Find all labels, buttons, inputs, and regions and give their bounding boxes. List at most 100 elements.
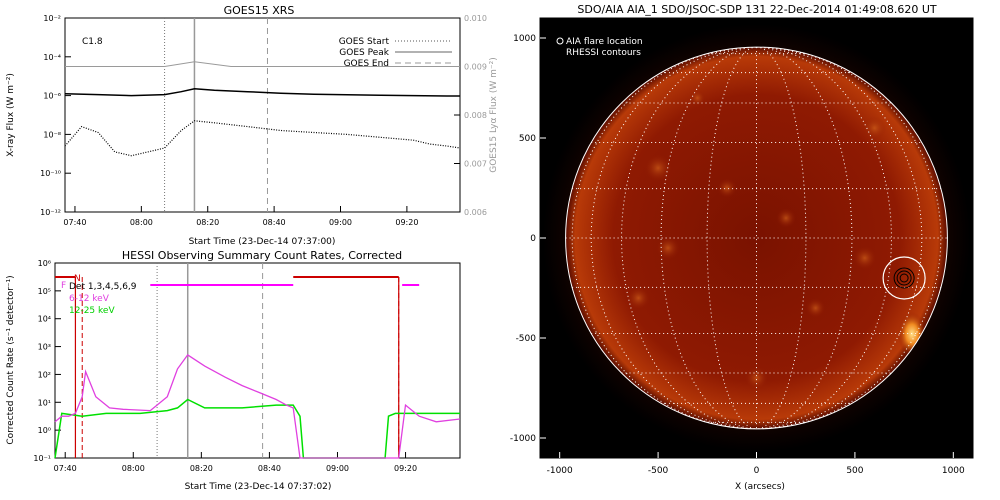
aia-x-tick: 1000 bbox=[942, 466, 965, 476]
hessi-ticks bbox=[55, 262, 407, 459]
goes-x-tick: 07:40 bbox=[63, 218, 86, 227]
goes-y2-tick: 0.007 bbox=[464, 160, 487, 169]
hessi-title: HESSI Observing Summary Count Rates, Cor… bbox=[122, 249, 402, 262]
goes-event-markers bbox=[164, 18, 268, 212]
goes-y2-tick-labels: 0.006 0.007 0.008 0.009 0.010 bbox=[464, 14, 487, 217]
hessi-x-tick-labels: 07:40 08:00 08:20 08:40 09:00 09:20 bbox=[54, 464, 417, 473]
hessi-y-tick: 10⁻¹ bbox=[33, 454, 51, 463]
hessi-x-tick: 08:40 bbox=[258, 464, 281, 473]
legend-hessi-detectors: Det 1,3,4,5,6,9 bbox=[69, 282, 137, 292]
legend-hessi-low: 6-12 keV bbox=[69, 294, 110, 304]
aia-title: SDO/AIA AIA_1 SDO/JSOC-SDP 131 22-Dec-20… bbox=[577, 3, 936, 16]
hessi-x-tick: 09:20 bbox=[394, 464, 417, 473]
legend-hessi-high: 12-25 keV bbox=[69, 306, 115, 316]
aia-x-axis-label: X (arcsecs) bbox=[735, 482, 785, 492]
goes-y-tick-labels: 10⁻¹² 10⁻¹⁰ 10⁻⁸ 10⁻⁶ 10⁻⁴ 10⁻² bbox=[40, 14, 61, 217]
goes-ticks bbox=[65, 17, 460, 213]
goes-y-tick: 10⁻⁴ bbox=[43, 53, 61, 62]
hessi-x-tick: 09:00 bbox=[326, 464, 349, 473]
aia-x-tick-labels: -1000 -500 0 500 1000 bbox=[547, 466, 965, 476]
hessi-plot-frame bbox=[54, 262, 461, 459]
aia-y-tick: -1000 bbox=[510, 434, 536, 444]
goes-x-tick: 09:00 bbox=[329, 218, 352, 227]
aia-y-tick: 1000 bbox=[513, 34, 536, 44]
aia-x-tick: -1000 bbox=[547, 466, 573, 476]
hessi-y-tick: 10⁰ bbox=[38, 426, 51, 435]
active-region bbox=[644, 154, 672, 182]
hessi-x-tick: 07:40 bbox=[54, 464, 77, 473]
legend-goes-end: GOES End bbox=[344, 59, 389, 69]
legend-flare-location: AIA flare location bbox=[566, 37, 643, 47]
hessi-panel: HESSI Observing Summary Count Rates, Cor… bbox=[6, 249, 461, 492]
legend-rhessi-contours: RHESSI contours bbox=[566, 48, 641, 58]
goes-y-tick: 10⁻² bbox=[43, 14, 61, 23]
rhessi-contour bbox=[896, 270, 912, 286]
aia-y-tick: 500 bbox=[519, 134, 536, 144]
goes-x-tick-labels: 07:40 08:00 08:20 08:40 09:00 09:20 bbox=[63, 218, 418, 227]
active-region bbox=[852, 246, 877, 270]
goes-y2-tick: 0.009 bbox=[464, 63, 487, 72]
active-region bbox=[626, 286, 651, 310]
goes-x-tick: 09:20 bbox=[395, 218, 418, 227]
aia-x-tick: 500 bbox=[846, 466, 863, 476]
hessi-y-tick: 10⁶ bbox=[38, 259, 51, 268]
active-region bbox=[717, 178, 737, 198]
aia-y-tick-labels: -1000 -500 0 500 1000 bbox=[510, 34, 536, 444]
hessi-flag-flare-label: F bbox=[61, 281, 66, 291]
goes-y-tick: 10⁻¹² bbox=[40, 208, 61, 217]
series-goes-long bbox=[64, 88, 460, 97]
goes-panel: GOES15 XRS 10⁻¹² 10⁻¹⁰ 10⁻⁸ 10⁻⁶ 10⁻⁴ 10⁻² 0.… bbox=[6, 4, 499, 247]
aia-y-tick: 0 bbox=[530, 234, 536, 244]
goes-x-tick: 08:20 bbox=[196, 218, 219, 227]
hessi-flag-bars bbox=[55, 276, 420, 458]
active-region bbox=[862, 116, 887, 140]
hessi-series bbox=[54, 354, 461, 459]
legend-flare-location-marker bbox=[556, 37, 564, 45]
flare-markers bbox=[882, 256, 926, 300]
grid-longitude bbox=[756, 47, 923, 429]
hessi-y-tick: 10¹ bbox=[38, 398, 51, 407]
goes-x-axis-label: Start Time (23-Dec-14 07:37:00) bbox=[189, 237, 336, 247]
active-region bbox=[776, 208, 796, 228]
goes-x-tick: 08:00 bbox=[130, 218, 153, 227]
hessi-y-tick: 10³ bbox=[38, 343, 51, 352]
hessi-y-tick: 10⁵ bbox=[38, 287, 51, 296]
goes-y-axis-label: X-ray Flux (W m⁻²) bbox=[6, 73, 16, 157]
active-regions bbox=[626, 90, 926, 390]
rhessi-contour bbox=[899, 273, 909, 283]
hessi-y-tick: 10² bbox=[38, 370, 51, 379]
goes-y2-axis-label: GOES15 Lyα Flux (W m⁻²) bbox=[489, 57, 499, 173]
hessi-y-tick-labels: 10⁻¹ 10⁰ 10¹ 10² 10³ 10⁴ 10⁵ 10⁶ bbox=[33, 259, 51, 463]
legend-goes-peak: GOES Peak bbox=[339, 48, 389, 58]
goes-series bbox=[64, 61, 461, 157]
legend-goes-start: GOES Start bbox=[339, 37, 390, 47]
goes-class-label: C1.8 bbox=[82, 37, 103, 47]
series-goes-lya bbox=[65, 61, 460, 67]
flare-location-circle bbox=[882, 256, 926, 300]
hessi-y-tick: 10⁴ bbox=[38, 315, 51, 324]
goes-y-tick: 10⁻⁸ bbox=[43, 130, 61, 139]
hessi-event-markers bbox=[156, 263, 264, 458]
goes-x-tick: 08:40 bbox=[263, 218, 286, 227]
aia-x-tick: 0 bbox=[754, 466, 760, 476]
active-region bbox=[689, 90, 706, 106]
series-hessi-6-12 bbox=[54, 354, 461, 459]
aia-ticks bbox=[540, 37, 954, 458]
active-region bbox=[805, 298, 826, 318]
hessi-y-axis-label: Corrected Count Rate (s⁻¹ detector⁻¹) bbox=[6, 275, 16, 444]
series-hessi-12-25 bbox=[54, 398, 460, 459]
hessi-x-axis-label: Start Time (23-Dec-14 07:37:02) bbox=[185, 482, 332, 492]
goes-y2-tick: 0.008 bbox=[464, 111, 487, 120]
aia-x-tick: -500 bbox=[648, 466, 669, 476]
goes-plot-frame bbox=[64, 17, 461, 213]
active-region bbox=[744, 366, 769, 390]
goes-y2-tick: 0.010 bbox=[464, 14, 487, 23]
active-region bbox=[656, 236, 680, 260]
rhessi-contour bbox=[893, 267, 915, 289]
aia-y-tick: -500 bbox=[516, 334, 537, 344]
aia-image bbox=[540, 18, 973, 458]
hessi-x-tick: 08:20 bbox=[190, 464, 213, 473]
hessi-x-tick: 08:00 bbox=[122, 464, 145, 473]
series-goes-short bbox=[64, 120, 461, 157]
